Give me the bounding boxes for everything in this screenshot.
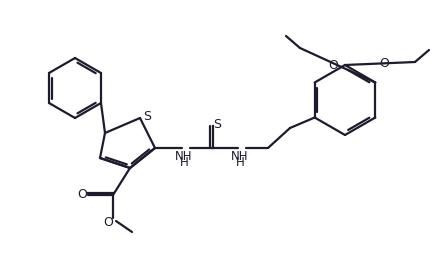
Text: S: S <box>213 118 221 131</box>
Text: H: H <box>236 156 244 168</box>
Text: O: O <box>103 217 113 230</box>
Text: O: O <box>329 59 339 72</box>
Text: O: O <box>77 188 87 202</box>
Text: NH: NH <box>231 150 249 162</box>
Text: H: H <box>180 156 188 168</box>
Text: S: S <box>143 110 151 123</box>
Text: NH: NH <box>175 150 193 162</box>
Text: O: O <box>379 57 389 70</box>
